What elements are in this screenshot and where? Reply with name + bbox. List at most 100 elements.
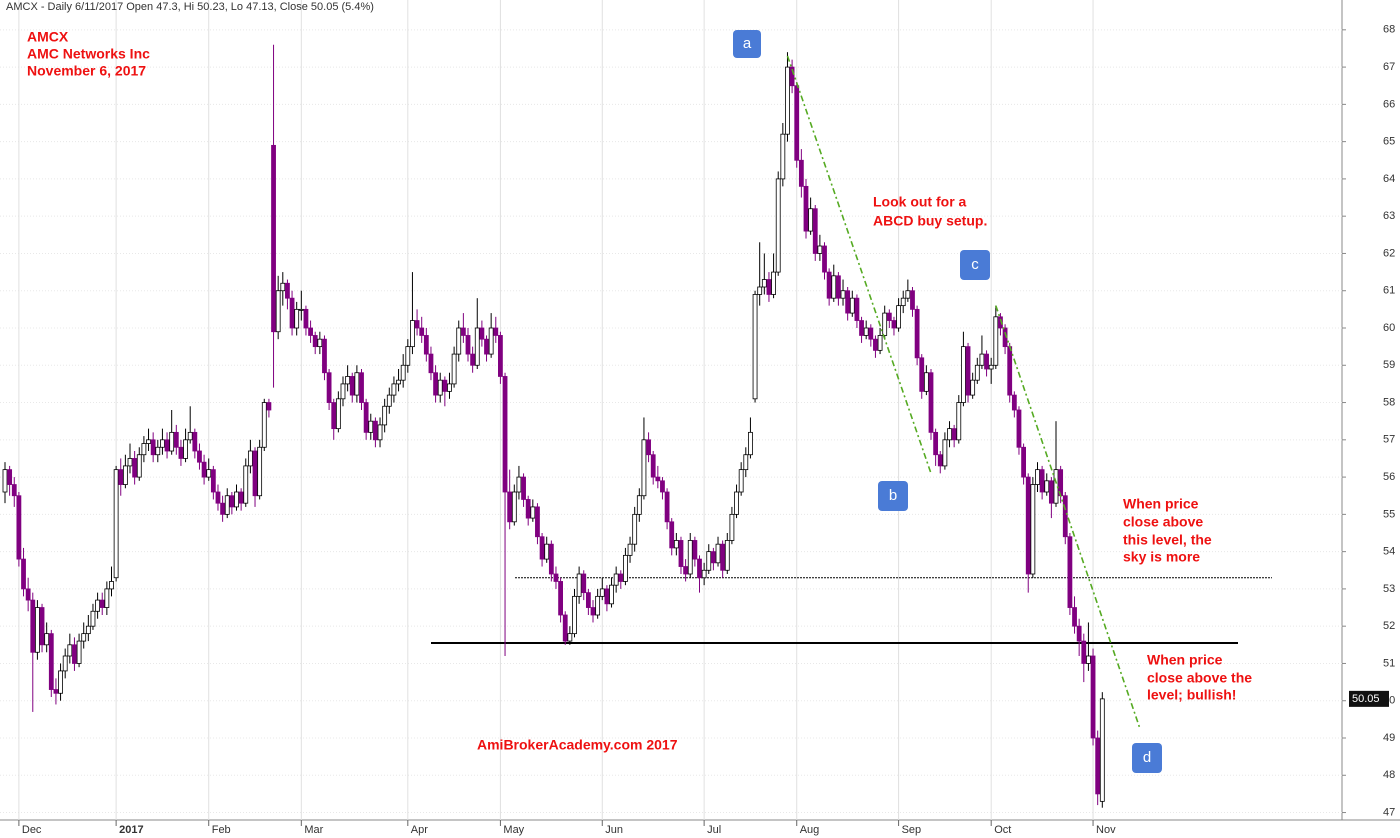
candle-body: [215, 491, 221, 504]
candle-body: [812, 208, 818, 254]
candle-body: [678, 540, 684, 567]
candle-body: [442, 379, 448, 392]
candle-body: [877, 335, 883, 351]
candle-body: [910, 290, 915, 310]
y-tick-label: 52: [1383, 620, 1395, 632]
candle-body: [146, 439, 151, 444]
y-tick-label: 64: [1383, 173, 1395, 185]
candle-body: [308, 327, 313, 336]
candle-body: [11, 484, 17, 497]
y-tick-label: 58: [1383, 396, 1395, 408]
company: AMC Networks Inc: [27, 46, 150, 62]
setup-note: Look out for a: [873, 194, 967, 210]
candle-body: [692, 540, 698, 560]
y-tick-label: 54: [1383, 546, 1395, 558]
y-tick-label: 67: [1383, 61, 1395, 73]
candle-body: [210, 469, 216, 493]
candle-body: [660, 480, 665, 493]
candle-body: [257, 446, 263, 497]
candle-body: [988, 364, 994, 370]
candle-body: [752, 294, 758, 400]
candle-body: [220, 502, 226, 515]
candle-body: [868, 327, 874, 340]
x-tick-label: Jul: [707, 824, 721, 836]
candle-body: [127, 458, 133, 467]
candle-body: [687, 540, 693, 575]
date: November 6, 2017: [27, 63, 146, 79]
candle-body: [604, 588, 610, 605]
candle-body: [854, 297, 860, 321]
trendline: [995, 305, 1141, 728]
candle-body: [122, 465, 128, 485]
candle-body: [1086, 655, 1091, 664]
candle-body: [95, 599, 100, 612]
candle-body: [1076, 625, 1082, 642]
candle-body: [104, 588, 110, 608]
candle-body: [734, 491, 739, 515]
candle-body: [67, 644, 73, 657]
y-tick-label: 49: [1383, 732, 1395, 744]
point-box: [1132, 743, 1162, 773]
candle-body: [1062, 495, 1068, 538]
candle-body: [1016, 409, 1022, 448]
candle-body: [7, 469, 13, 485]
candle-body: [391, 383, 397, 396]
candle-body: [859, 320, 864, 336]
candle-body: [1030, 484, 1036, 575]
candle-body: [720, 543, 726, 571]
y-tick-label: 53: [1383, 583, 1395, 595]
candle-body: [780, 133, 786, 180]
x-tick-label: Aug: [800, 824, 820, 836]
candle-body: [229, 495, 235, 508]
candle-body: [1048, 480, 1054, 504]
candle-body: [511, 491, 517, 523]
candle-body: [785, 66, 790, 135]
candle-body: [882, 312, 888, 336]
candle-body: [761, 279, 767, 288]
y-tick-label: 63: [1383, 210, 1395, 222]
candle-body: [192, 431, 198, 452]
candle-body: [697, 558, 702, 579]
candle-body: [942, 439, 948, 467]
candle-body: [803, 185, 809, 232]
point-box: [733, 30, 761, 58]
x-tick-label: Apr: [411, 824, 428, 836]
y-tick-label: 48: [1383, 769, 1395, 781]
y-tick-label: 59: [1383, 359, 1395, 371]
candle-body: [359, 372, 364, 403]
y-tick-label: 66: [1383, 98, 1395, 110]
point-box: [878, 481, 908, 511]
price-tag-label: 50.05: [1352, 693, 1380, 705]
y-tick-label: 56: [1383, 471, 1395, 483]
watermark: AmiBrokerAcademy.com 2017: [477, 737, 678, 753]
candle-body: [599, 588, 605, 597]
candle-body: [715, 543, 721, 564]
candle-body: [794, 85, 800, 161]
candle-body: [44, 633, 50, 646]
candle-body: [1072, 607, 1077, 627]
candle-body: [400, 364, 406, 381]
candle-body: [1053, 469, 1059, 504]
x-tick-label: Mar: [304, 824, 323, 836]
x-tick-label: Dec: [22, 824, 42, 836]
candle-body: [595, 595, 601, 616]
candle-body: [636, 495, 642, 515]
x-tick-label: Sep: [902, 824, 922, 836]
candle-body: [247, 450, 253, 467]
marks: 50.05: [2, 44, 1389, 808]
candle-body: [863, 327, 869, 336]
candle-body: [160, 439, 165, 448]
candle-body: [285, 282, 290, 299]
setup-note: ABCD buy setup.: [873, 213, 987, 229]
upper-note: sky is more: [1123, 549, 1200, 565]
y-tick-label: 62: [1383, 247, 1395, 259]
candle-body: [1090, 655, 1096, 739]
candle-body: [766, 279, 772, 295]
candle-body: [354, 372, 360, 396]
candle-body: [979, 353, 985, 366]
candle-body: [1025, 476, 1031, 575]
candle-body: [410, 320, 415, 348]
candle-body: [48, 633, 54, 690]
